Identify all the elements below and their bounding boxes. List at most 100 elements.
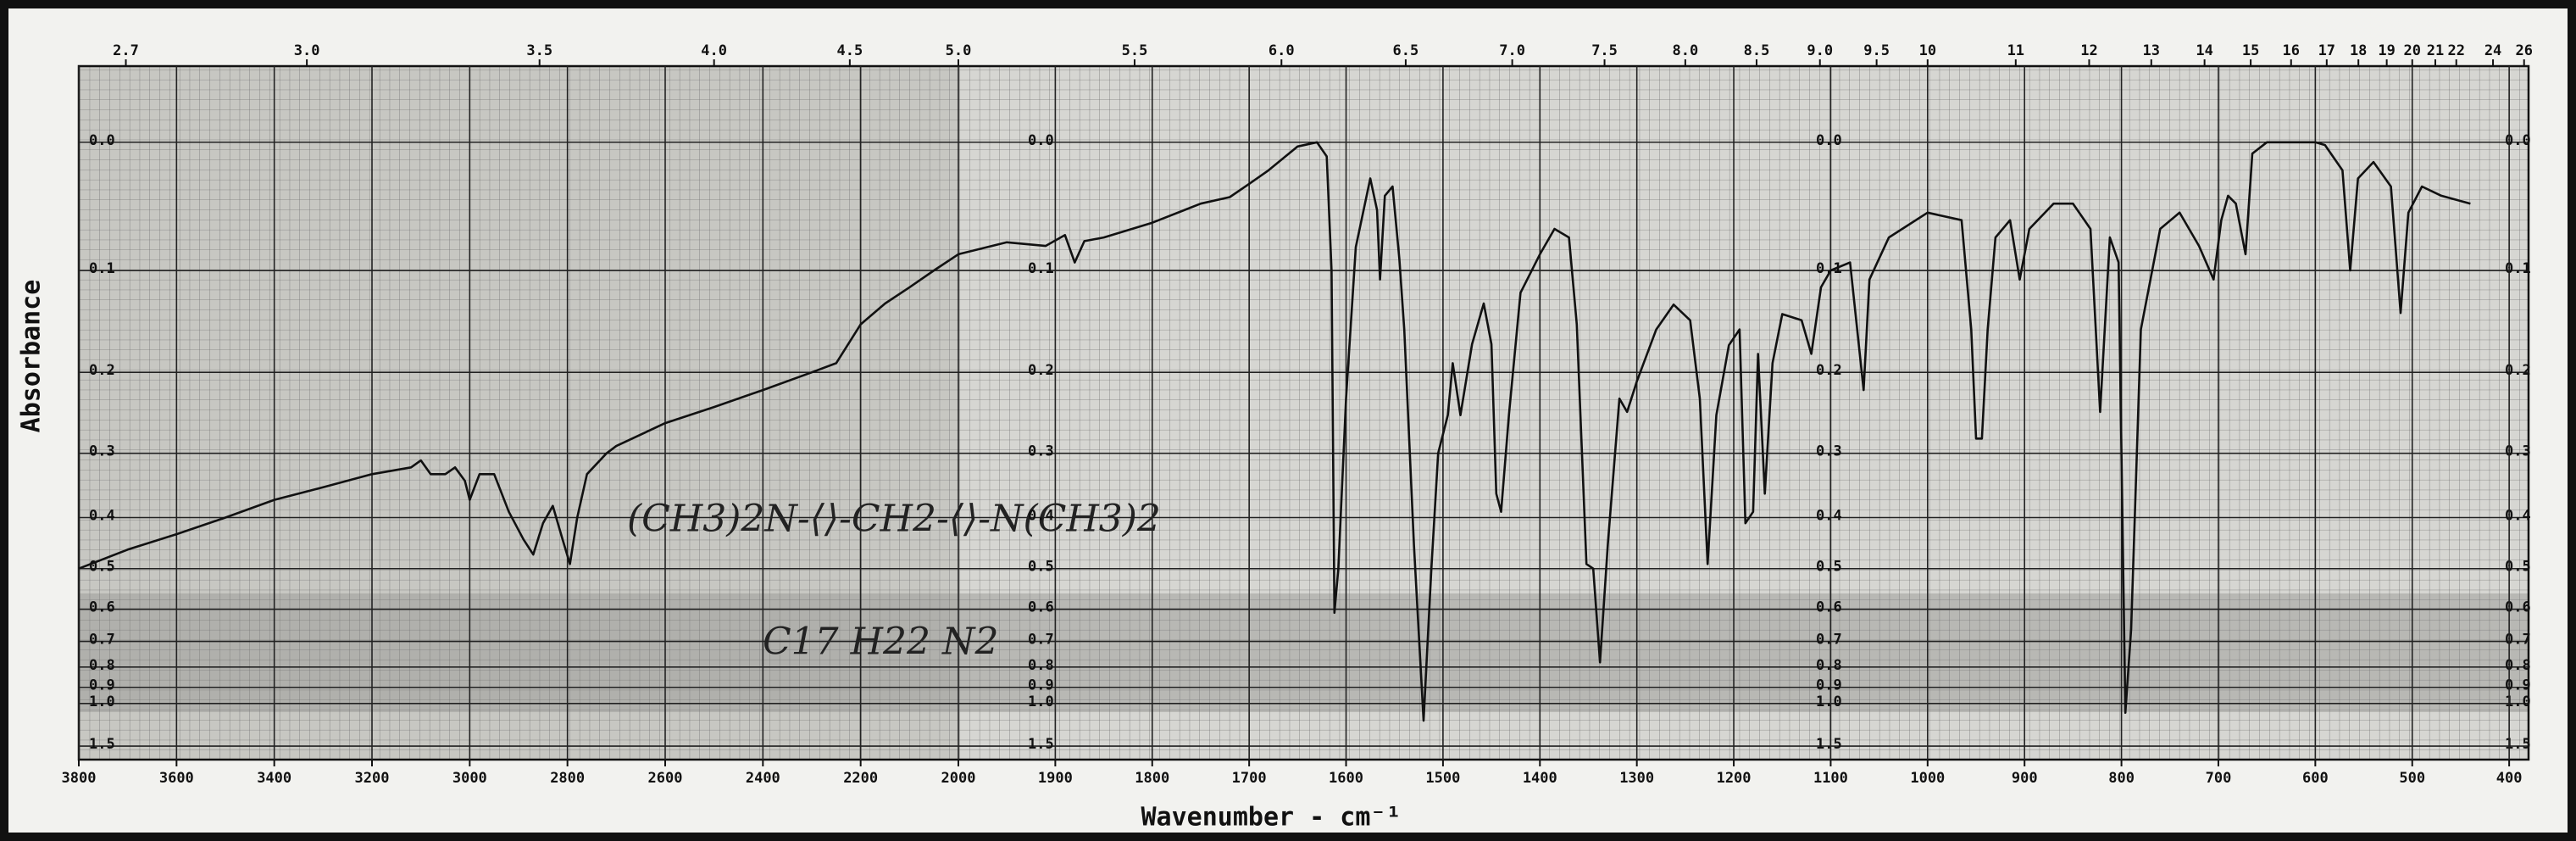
y-tick-label: 0.1: [2505, 260, 2531, 277]
y-tick-label: 0.5: [2505, 559, 2531, 576]
x2-tick-label: 16: [2283, 42, 2300, 59]
y-axis-title: Absorbance: [17, 280, 47, 433]
x-tick-label: 800: [2108, 770, 2135, 787]
x-tick-label: 600: [2302, 770, 2329, 787]
y-tick-label: 0.9: [89, 677, 115, 694]
x2-tick-label: 12: [2080, 42, 2097, 59]
y-tick-label: 0.0: [2505, 132, 2531, 149]
y-tick-label: 1.5: [1028, 736, 1054, 753]
x-tick-label: 3600: [159, 770, 194, 787]
x2-tick-label: 7.0: [1499, 42, 1525, 59]
x-tick-label: 1800: [1135, 770, 1169, 787]
y-tick-label: 0.2: [1028, 362, 1054, 379]
x2-tick-label: 9.0: [1807, 42, 1833, 59]
y-tick-label: 1.0: [89, 693, 115, 710]
y-tick-label: 0.0: [1816, 132, 1842, 149]
y-tick-label: 1.5: [2505, 736, 2531, 753]
y-tick-label: 0.1: [1816, 260, 1842, 277]
y-tick-label: 0.4: [1816, 508, 1842, 525]
y-tick-label: 0.0: [1028, 132, 1054, 149]
x-tick-label: 1100: [1813, 770, 1848, 787]
y-tick-label: 0.0: [89, 132, 115, 149]
y-tick-label: 0.4: [2505, 508, 2531, 525]
x2-tick-label: 26: [2515, 42, 2532, 59]
x2-tick-label: 4.5: [836, 42, 863, 59]
y-tick-label: 0.6: [1028, 599, 1054, 616]
spectrum-line: [78, 141, 2471, 722]
x-tick-label: 2200: [843, 770, 878, 787]
x-tick-label: 700: [2206, 770, 2232, 787]
x-axis-title: Wavenumber - cm⁻¹: [1141, 803, 1401, 833]
y-tick-label: 0.2: [2505, 362, 2531, 379]
x2-tick-label: 3.5: [526, 42, 552, 59]
x2-tick-label: 14: [2196, 42, 2212, 59]
y-tick-label: 0.3: [1816, 443, 1842, 460]
x-tick-label: 3400: [257, 770, 291, 787]
x2-tick-label: 8.5: [1744, 42, 1770, 59]
x2-tick-label: 10: [1919, 42, 1936, 59]
y-tick-label: 1.5: [89, 736, 115, 753]
structure-annotation: (CH3)2N-⟨⟩-CH2-⟨⟩-N(CH3)2: [627, 498, 1161, 541]
x2-tick-label: 15: [2242, 42, 2259, 59]
y-tick-label: 0.8: [2505, 657, 2531, 674]
x-tick-label: 900: [2012, 770, 2038, 787]
x-tick-label: 3800: [62, 770, 97, 787]
minor-grid: [79, 66, 2529, 760]
y-tick-label: 0.6: [2505, 599, 2531, 616]
x2-tick-label: 5.0: [946, 42, 972, 59]
y-tick-label: 0.7: [89, 632, 115, 649]
x-tick-label: 400: [2496, 770, 2523, 787]
y-tick-label: 1.0: [2505, 693, 2531, 710]
x-tick-label: 3000: [452, 770, 487, 787]
y-tick-label: 0.7: [1028, 632, 1054, 649]
y-tick-label: 0.9: [1028, 677, 1054, 694]
x2-tick-label: 24: [2484, 42, 2501, 59]
x-tick-label: 1600: [1329, 770, 1363, 787]
y-tick-label: 0.8: [1028, 657, 1054, 674]
y-tick-label: 0.2: [1816, 362, 1842, 379]
x2-tick-label: 4.0: [701, 42, 727, 59]
x-tick-label: 2800: [550, 770, 585, 787]
y-tick-label: 1.0: [1028, 693, 1054, 710]
x2-tick-label: 7.5: [1591, 42, 1618, 59]
y-tick-label: 0.7: [2505, 632, 2531, 649]
x2-tick-label: 19: [2378, 42, 2395, 59]
y-tick-label: 0.3: [89, 443, 115, 460]
x-tick-label: 500: [2399, 770, 2425, 787]
x2-tick-label: 22: [2447, 42, 2464, 59]
x-tick-label: 1000: [1910, 770, 1945, 787]
x-tick-label: 2400: [746, 770, 780, 787]
x-tick-label: 1200: [1717, 770, 1752, 787]
y-tick-label: 0.5: [1816, 559, 1842, 576]
x-tick-label: 2600: [648, 770, 683, 787]
y-tick-label: 0.1: [89, 260, 115, 277]
y-tick-label: 0.7: [1816, 632, 1842, 649]
y-tick-label: 0.8: [1816, 657, 1842, 674]
x2-tick-label: 17: [2318, 42, 2335, 59]
y-tick-label: 0.3: [2505, 443, 2531, 460]
y-tick-label: 0.9: [2505, 677, 2531, 694]
x-tick-label: 3200: [355, 770, 390, 787]
x2-tick-label: 9.5: [1863, 42, 1890, 59]
x-tick-label: 1400: [1523, 770, 1557, 787]
x2-tick-label: 2.7: [113, 42, 139, 59]
x2-tick-label: 6.5: [1393, 42, 1419, 59]
x2-tick-label: 3.0: [294, 42, 320, 59]
y-tick-label: 0.4: [89, 508, 115, 525]
y-tick-label: 0.4: [1028, 508, 1054, 525]
x2-tick-label: 18: [2350, 42, 2367, 59]
x-tick-label: 1500: [1425, 770, 1460, 787]
y-tick-label: 0.8: [89, 657, 115, 674]
x2-tick-label: 20: [2403, 42, 2420, 59]
y-tick-label: 1.5: [1816, 736, 1842, 753]
x2-tick-label: 21: [2427, 42, 2444, 59]
x-tick-label: 2000: [941, 770, 976, 787]
y-tick-label: 0.6: [89, 599, 115, 616]
x2-tick-label: 6.0: [1269, 42, 1295, 59]
x-tick-label: 1700: [1232, 770, 1267, 787]
y-tick-label: 1.0: [1816, 693, 1842, 710]
x2-tick-label: 13: [2143, 42, 2160, 59]
y-tick-label: 0.9: [1816, 677, 1842, 694]
x2-tick-label: 5.5: [1122, 42, 1148, 59]
